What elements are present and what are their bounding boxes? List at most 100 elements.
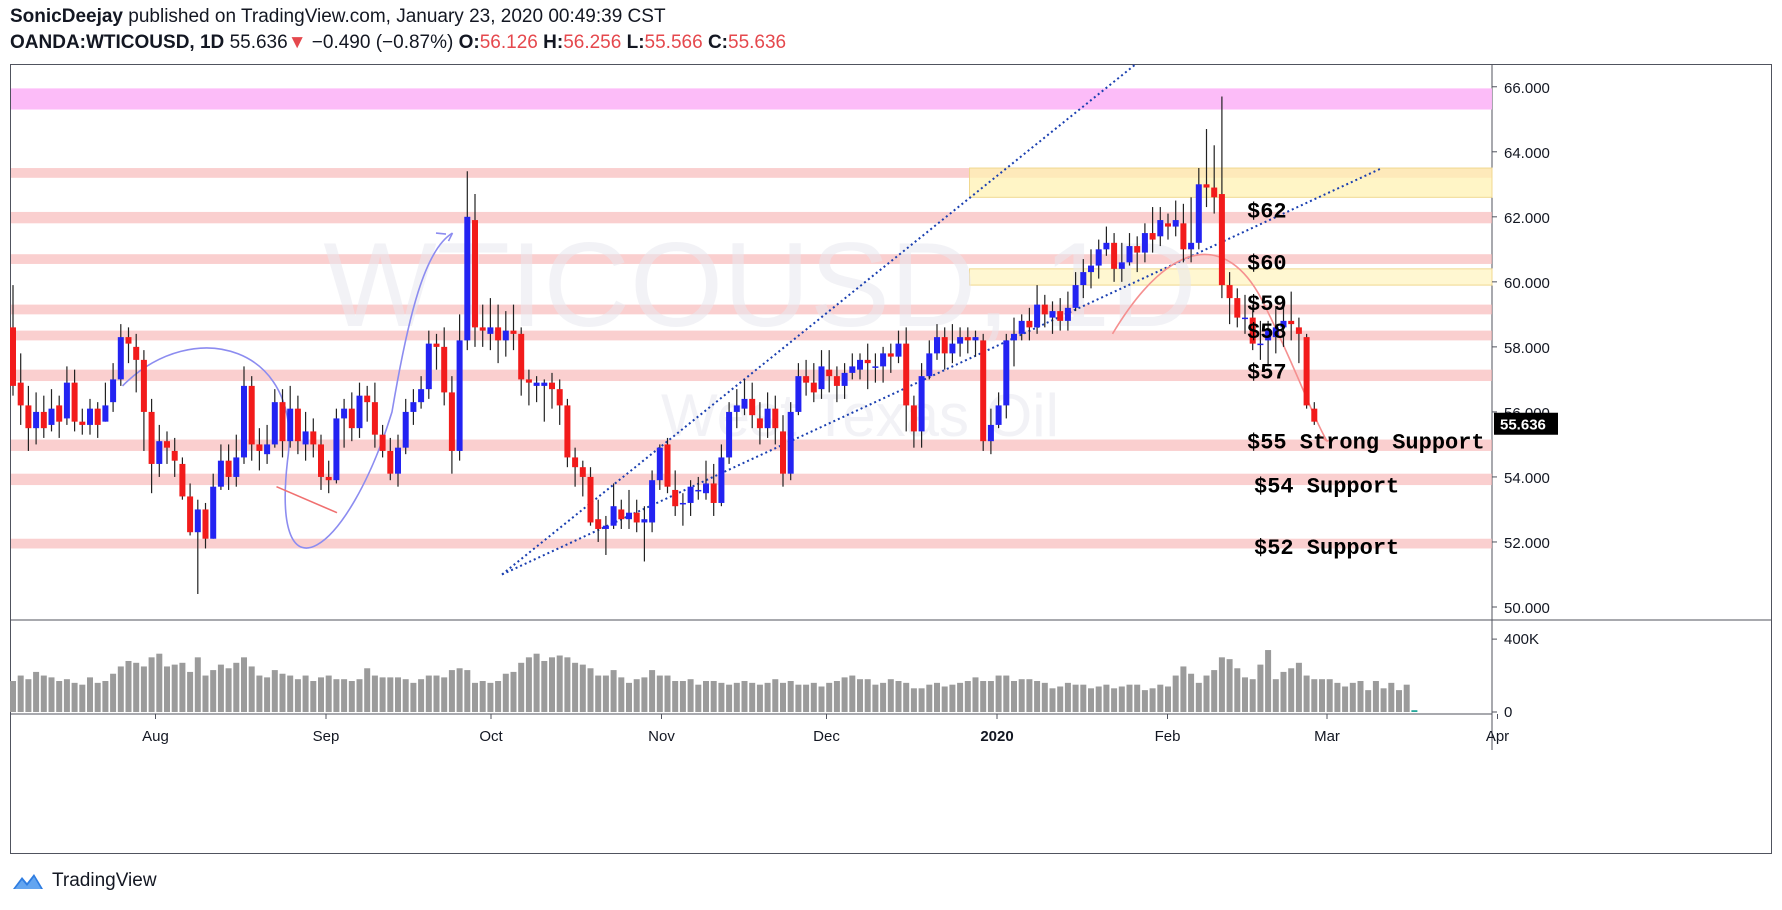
candle-down[interactable] bbox=[618, 509, 625, 520]
candle-up[interactable] bbox=[117, 337, 124, 380]
candle-up[interactable] bbox=[895, 343, 902, 357]
price-chart[interactable]: WTICOUSD, 1D West Texas Oil $62$60$59$58… bbox=[10, 64, 1772, 854]
candle-up[interactable] bbox=[764, 408, 771, 429]
candle-up[interactable] bbox=[649, 480, 656, 523]
candle-up[interactable] bbox=[1272, 327, 1279, 338]
candle-up[interactable] bbox=[703, 483, 709, 494]
candle-up[interactable] bbox=[156, 441, 163, 464]
candle-down[interactable] bbox=[903, 343, 910, 406]
candle-up[interactable] bbox=[695, 489, 702, 492]
candle-up[interactable] bbox=[610, 506, 617, 526]
candle-up[interactable] bbox=[741, 398, 748, 409]
candle-down[interactable] bbox=[94, 408, 101, 425]
candle-down[interactable] bbox=[564, 405, 571, 458]
candle-down[interactable] bbox=[448, 392, 455, 451]
candle-up[interactable] bbox=[87, 408, 93, 425]
candle-up[interactable] bbox=[425, 343, 432, 390]
candle-down[interactable] bbox=[56, 405, 63, 422]
candle-up[interactable] bbox=[418, 389, 425, 403]
candle-down[interactable] bbox=[887, 353, 894, 357]
candle-up[interactable] bbox=[533, 382, 540, 386]
candle-up[interactable] bbox=[679, 502, 686, 505]
candle-down[interactable] bbox=[1149, 233, 1156, 240]
candle-down[interactable] bbox=[348, 408, 355, 429]
candle-down[interactable] bbox=[1057, 311, 1064, 321]
candle-down[interactable] bbox=[833, 376, 840, 386]
candle-up[interactable] bbox=[356, 395, 363, 429]
candle-down[interactable] bbox=[1234, 298, 1241, 318]
candle-up[interactable] bbox=[1080, 272, 1087, 286]
candle-down[interactable] bbox=[980, 340, 987, 442]
candle-down[interactable] bbox=[1249, 317, 1256, 344]
candle-down[interactable] bbox=[672, 489, 679, 507]
candle-down[interactable] bbox=[294, 408, 301, 442]
candle-up[interactable] bbox=[502, 330, 509, 341]
candle-down[interactable] bbox=[1311, 408, 1318, 422]
candle-up[interactable] bbox=[233, 457, 240, 477]
candle-up[interactable] bbox=[1141, 233, 1148, 253]
candle-up[interactable] bbox=[841, 372, 848, 386]
candle-down[interactable] bbox=[810, 382, 817, 393]
candle-down[interactable] bbox=[864, 359, 871, 364]
candle-up[interactable] bbox=[1011, 333, 1017, 341]
candle-down[interactable] bbox=[780, 431, 786, 474]
candle-down[interactable] bbox=[125, 337, 132, 344]
tradingview-footer[interactable]: TradingView bbox=[12, 870, 157, 892]
candle-down[interactable] bbox=[1295, 327, 1302, 334]
candle-up[interactable] bbox=[1088, 265, 1094, 273]
candle-down[interactable] bbox=[279, 402, 286, 442]
candle-down[interactable] bbox=[803, 376, 810, 383]
candle-up[interactable] bbox=[1265, 330, 1272, 341]
candle-up[interactable] bbox=[818, 366, 825, 390]
candle-down[interactable] bbox=[1288, 320, 1295, 325]
candle-up[interactable] bbox=[918, 376, 925, 432]
candle-up[interactable] bbox=[402, 411, 409, 448]
candle-down[interactable] bbox=[556, 389, 563, 406]
candle-up[interactable] bbox=[1095, 249, 1102, 266]
candle-up[interactable] bbox=[541, 382, 548, 386]
candle-down[interactable] bbox=[1303, 337, 1310, 406]
candle-up[interactable] bbox=[1003, 340, 1010, 406]
candle-up[interactable] bbox=[487, 327, 494, 334]
candle-down[interactable] bbox=[1026, 320, 1033, 328]
candle-up[interactable] bbox=[787, 411, 794, 474]
candle-down[interactable] bbox=[371, 402, 378, 435]
candle-down[interactable] bbox=[1211, 187, 1218, 198]
candle-up[interactable] bbox=[857, 359, 863, 370]
candle-down[interactable] bbox=[756, 418, 763, 429]
candle-down[interactable] bbox=[1134, 246, 1141, 253]
candle-up[interactable] bbox=[641, 519, 648, 523]
candle-down[interactable] bbox=[179, 463, 186, 497]
candle-up[interactable] bbox=[1172, 220, 1179, 227]
candle-down[interactable] bbox=[664, 444, 671, 487]
candle-down[interactable] bbox=[25, 405, 32, 429]
candle-up[interactable] bbox=[1072, 285, 1079, 308]
author-name[interactable]: SonicDeejay bbox=[10, 6, 123, 27]
candle-down[interactable] bbox=[472, 220, 478, 328]
candle-up[interactable] bbox=[341, 408, 348, 419]
candle-up[interactable] bbox=[271, 402, 278, 445]
candle-up[interactable] bbox=[302, 431, 309, 445]
candle-up[interactable] bbox=[880, 353, 887, 367]
candle-up[interactable] bbox=[287, 408, 294, 442]
candle-down[interactable] bbox=[140, 359, 147, 412]
candle-down[interactable] bbox=[171, 450, 178, 461]
candle-up[interactable] bbox=[1242, 317, 1248, 320]
candle-down[interactable] bbox=[248, 385, 255, 445]
candle-down[interactable] bbox=[387, 450, 394, 474]
candle-down[interactable] bbox=[148, 411, 155, 464]
candle-down[interactable] bbox=[325, 476, 332, 481]
candle-up[interactable] bbox=[626, 512, 632, 520]
candle-up[interactable] bbox=[110, 379, 117, 403]
candle-down[interactable] bbox=[964, 337, 971, 341]
candle-up[interactable] bbox=[1195, 184, 1202, 243]
candle-up[interactable] bbox=[48, 408, 55, 425]
candle-down[interactable] bbox=[10, 327, 16, 386]
candle-up[interactable] bbox=[718, 457, 725, 503]
candle-down[interactable] bbox=[910, 405, 917, 432]
candle-down[interactable] bbox=[941, 337, 948, 354]
candle-down[interactable] bbox=[40, 411, 47, 429]
candle-up[interactable] bbox=[194, 509, 201, 533]
candle-down[interactable] bbox=[1165, 223, 1171, 227]
candle-up[interactable] bbox=[1280, 320, 1287, 328]
